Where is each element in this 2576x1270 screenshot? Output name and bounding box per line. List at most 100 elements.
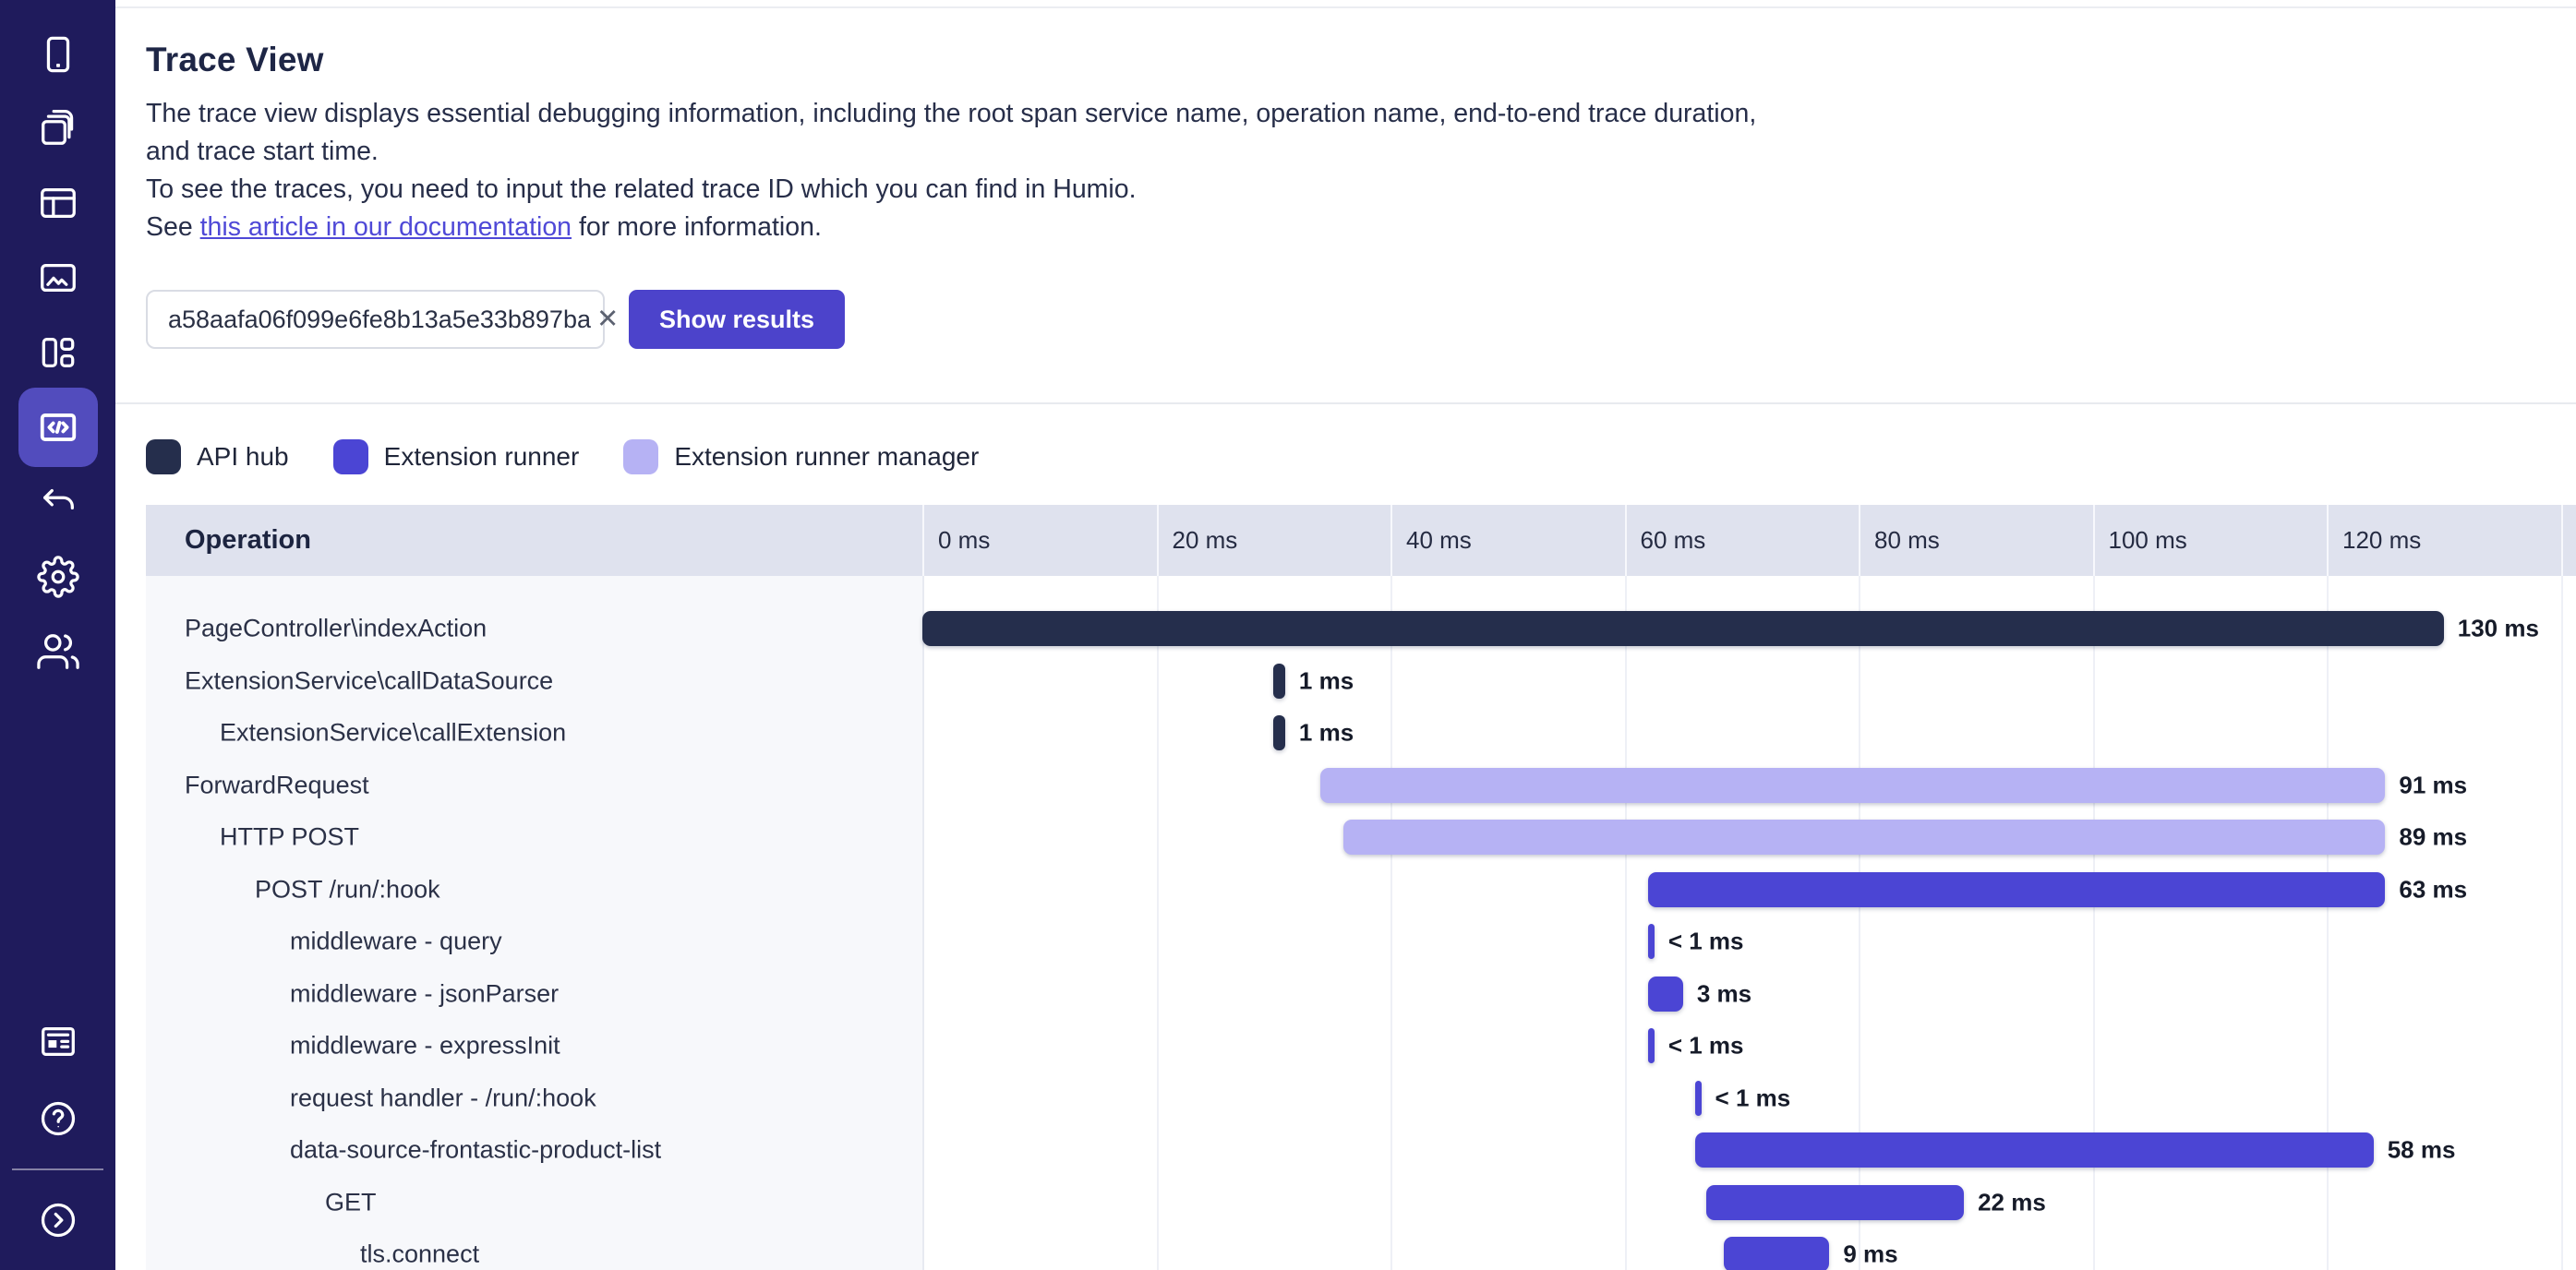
sidebar-item-undo[interactable] bbox=[18, 462, 98, 542]
operation-label: POST /run/:hook bbox=[255, 875, 440, 904]
operation-label: ForwardRequest bbox=[185, 771, 369, 799]
span-bar[interactable] bbox=[1647, 976, 1683, 1012]
legend-label: API hub bbox=[197, 442, 289, 471]
duration-label: < 1 ms bbox=[1715, 1084, 1791, 1112]
trace-row: POST /run/:hook 63 ms bbox=[146, 864, 2576, 917]
sidebar-item-pages[interactable] bbox=[18, 89, 98, 168]
operation-label: middleware - jsonParser bbox=[290, 979, 560, 1008]
sidebar-item-collapse[interactable] bbox=[18, 1180, 98, 1260]
see-prefix: See bbox=[146, 212, 200, 242]
chevron-right-circle-icon bbox=[41, 1203, 75, 1238]
span-bar[interactable] bbox=[922, 611, 2444, 646]
trace-row: tls.connect 9 ms bbox=[146, 1228, 2576, 1270]
legend: API hub Extension runner Extension runner … bbox=[146, 439, 2576, 474]
documentation-line: See this article in our documentation fo… bbox=[146, 209, 2539, 246]
sidebar-item-layout-templates[interactable] bbox=[18, 163, 98, 243]
trace-row: HTTP POST 89 ms bbox=[146, 811, 2576, 864]
legend-swatch bbox=[332, 439, 368, 474]
operation-label: middleware - expressInit bbox=[290, 1031, 560, 1060]
operation-label: ExtensionService\callDataSource bbox=[185, 666, 554, 695]
span-bar[interactable] bbox=[1273, 663, 1285, 699]
sidebar bbox=[0, 0, 115, 1270]
top-border bbox=[115, 6, 2576, 8]
operation-label: PageController\indexAction bbox=[185, 614, 488, 642]
show-results-button[interactable]: Show results bbox=[629, 290, 846, 349]
operation-label: GET bbox=[325, 1188, 377, 1216]
gridline bbox=[1390, 576, 1392, 1270]
gridline bbox=[1156, 576, 1159, 1270]
time-axis-tick: 80 ms bbox=[1859, 505, 2093, 576]
trace-row: middleware - jsonParser 3 ms bbox=[146, 968, 2576, 1021]
duration-label: 1 ms bbox=[1298, 718, 1354, 747]
sidebar-item-developer[interactable] bbox=[18, 388, 98, 467]
span-bar[interactable] bbox=[1647, 924, 1655, 959]
sidebar-item-help[interactable] bbox=[18, 1079, 98, 1158]
trace-row: middleware - expressInit < 1 ms bbox=[146, 1020, 2576, 1072]
newspaper-icon bbox=[41, 1026, 75, 1057]
layout-icon bbox=[40, 187, 76, 219]
trace-row: middleware - query < 1 ms bbox=[146, 916, 2576, 968]
time-axis-tick: 120 ms bbox=[2327, 505, 2561, 576]
legend-swatch bbox=[623, 439, 659, 474]
operation-label: request handler - /run/:hook bbox=[290, 1084, 596, 1112]
sidebar-item-components[interactable] bbox=[18, 313, 98, 392]
clear-input-icon[interactable]: ✕ bbox=[591, 305, 624, 335]
time-axis-tick: 100 ms bbox=[2092, 505, 2328, 576]
trace-row: ForwardRequest 91 ms bbox=[146, 760, 2576, 812]
duration-label: 58 ms bbox=[2387, 1135, 2456, 1164]
span-bar[interactable] bbox=[1273, 715, 1285, 750]
documentation-link[interactable]: this article in our documentation bbox=[199, 212, 572, 242]
duration-label: < 1 ms bbox=[1667, 927, 1744, 955]
page-hint: To see the traces, you need to input the… bbox=[146, 174, 1137, 204]
span-bar[interactable] bbox=[1694, 1080, 1702, 1116]
pages-icon bbox=[41, 109, 73, 145]
duration-label: 89 ms bbox=[2399, 822, 2468, 851]
span-bar[interactable] bbox=[1343, 820, 2386, 855]
duration-label: 130 ms bbox=[2457, 614, 2539, 642]
time-axis-tick: 40 ms bbox=[1390, 505, 1625, 576]
duration-label: 1 ms bbox=[1298, 666, 1354, 695]
time-axis-tick: 20 ms bbox=[1156, 505, 1391, 576]
gridline bbox=[2092, 576, 2095, 1270]
time-axis-filler bbox=[2560, 505, 2576, 576]
sidebar-item-team[interactable] bbox=[18, 612, 98, 691]
duration-label: 22 ms bbox=[1978, 1188, 2046, 1216]
help-circle-icon bbox=[41, 1101, 75, 1136]
duration-label: 63 ms bbox=[2399, 875, 2468, 904]
code-icon bbox=[40, 413, 76, 441]
gridline bbox=[1624, 576, 1627, 1270]
sidebar-item-feed[interactable] bbox=[18, 1001, 98, 1081]
table-header: Operation 0 ms 20 ms 40 ms 60 ms 80 ms 100 ms… bbox=[146, 505, 2576, 576]
sidebar-item-mobile-preview[interactable] bbox=[18, 15, 98, 94]
time-axis-tick: 60 ms bbox=[1624, 505, 1860, 576]
span-bar[interactable] bbox=[1319, 767, 2386, 803]
sidebar-item-media[interactable] bbox=[18, 238, 98, 318]
operation-column-header: Operation bbox=[185, 525, 311, 555]
trace-table: Operation 0 ms 20 ms 40 ms 60 ms 80 ms 100 ms… bbox=[146, 505, 2576, 1270]
trace-row: data-source-frontastic-product-list 58 ms bbox=[146, 1124, 2576, 1177]
sidebar-divider bbox=[12, 1168, 103, 1170]
span-bar[interactable] bbox=[1694, 1132, 2374, 1168]
trace-id-value: a58aafa06f099e6fe8b13a5e33b897ba bbox=[168, 305, 591, 333]
legend-label: Extension runner manager bbox=[674, 442, 980, 471]
trace-rows: PageController\indexAction 130 ms Extensio… bbox=[146, 576, 2576, 1270]
duration-label: 91 ms bbox=[2399, 771, 2468, 799]
gridline bbox=[2560, 576, 2563, 1270]
sidebar-item-settings[interactable] bbox=[18, 537, 98, 617]
legend-item: Extension runner manager bbox=[623, 439, 979, 474]
gridline bbox=[1859, 576, 1860, 1270]
operation-label: tls.connect bbox=[360, 1240, 480, 1268]
main-content: Trace View The trace view displays essen… bbox=[115, 0, 2576, 1270]
span-bar[interactable] bbox=[1724, 1237, 1830, 1270]
trace-id-input[interactable]: a58aafa06f099e6fe8b13a5e33b897ba ✕ bbox=[146, 290, 619, 349]
undo-arrow-icon bbox=[42, 488, 74, 509]
page-title: Trace View bbox=[146, 41, 324, 78]
legend-item: Extension runner bbox=[332, 439, 579, 474]
operation-label: HTTP POST bbox=[220, 822, 360, 851]
trace-row: PageController\indexAction 130 ms bbox=[146, 603, 2576, 655]
trace-search-row: a58aafa06f099e6fe8b13a5e33b897ba ✕ Show … bbox=[146, 290, 2576, 349]
span-bar[interactable] bbox=[1647, 1028, 1655, 1063]
span-bar[interactable] bbox=[1647, 871, 2386, 907]
gridline bbox=[2327, 576, 2329, 1270]
span-bar[interactable] bbox=[1706, 1184, 1965, 1220]
